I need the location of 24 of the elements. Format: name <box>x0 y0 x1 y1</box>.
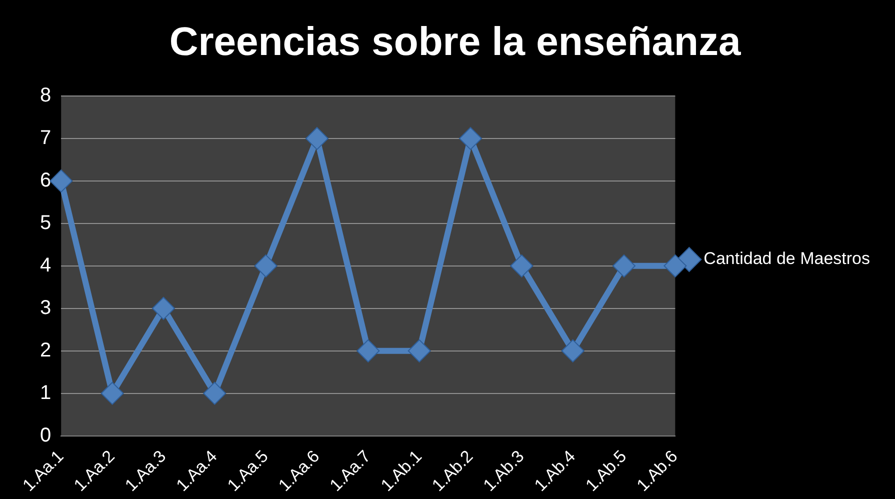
point <box>305 126 328 150</box>
y-tick-label: 2 <box>40 339 52 362</box>
y-tick-label: 5 <box>40 212 52 234</box>
point <box>510 254 534 278</box>
point <box>50 169 73 192</box>
point <box>152 296 175 320</box>
point <box>561 339 584 362</box>
point <box>408 339 431 362</box>
point <box>664 254 687 278</box>
point <box>612 254 636 278</box>
legend-label: Cantidad de Maestros <box>704 249 870 268</box>
y-tick-label: 1 <box>40 382 52 404</box>
y-tick-label: 0 <box>40 424 52 446</box>
point <box>100 382 124 405</box>
point <box>459 126 482 150</box>
y-tick-label: 8 <box>40 84 52 107</box>
y-tick-label: 7 <box>40 126 52 149</box>
y-tick-label: 3 <box>40 296 52 319</box>
chart-title: Creencias sobre la enseñanza <box>169 20 742 64</box>
point <box>254 254 278 278</box>
y-tick-label: 4 <box>40 254 52 276</box>
point <box>356 339 380 362</box>
y-tick-label: 6 <box>40 169 52 192</box>
point <box>203 382 226 405</box>
